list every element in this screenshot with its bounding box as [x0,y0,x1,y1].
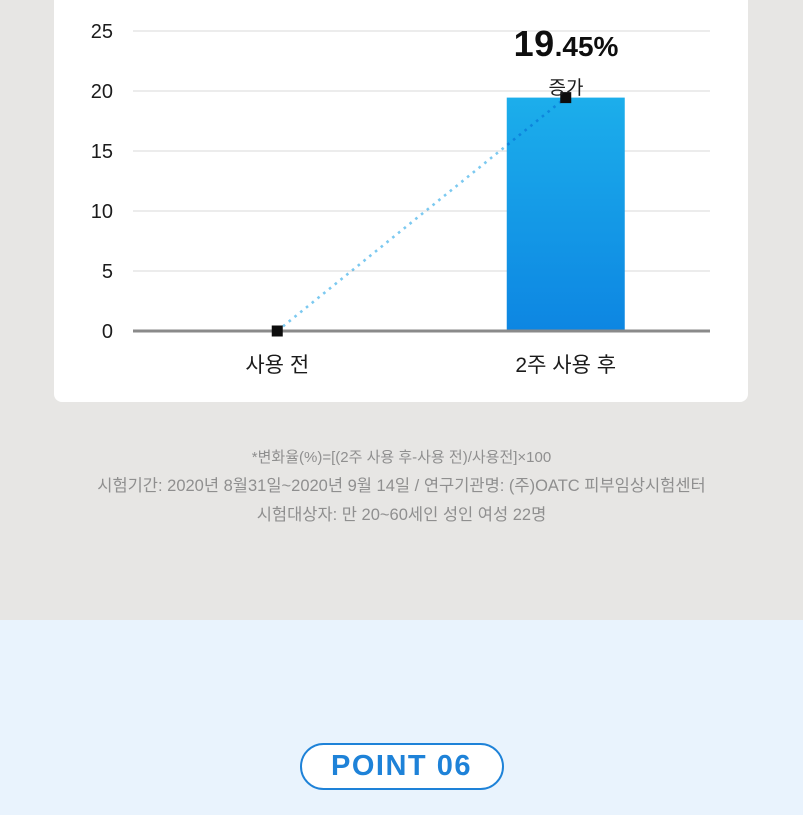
y-tick-label: 0 [102,321,113,343]
footnote-formula: *변화율(%)=[(2주 사용 후-사용 전)/사용전]×100 [251,449,552,466]
annotation-value-big: 19 [513,23,555,64]
chart-footnotes: *변화율(%)=[(2주 사용 후-사용 전)/사용전]×100 시험기간: 2… [0,443,803,530]
y-tick-label: 15 [91,141,113,163]
bar-1 [506,97,625,331]
x-axis-label-0: 사용 전 [245,354,309,377]
y-tick-label: 5 [102,261,113,283]
point-badge: POINT 06 [299,743,504,790]
y-tick-label: 20 [91,81,113,103]
y-tick-label: 25 [91,21,113,43]
footnote-test-period: 시험기간: 2020년 8월31일~2020년 9월 14일 / 연구기관명: … [97,477,706,495]
annotation-value-small: .45% [554,31,619,62]
dotted-connector-line [276,96,567,333]
x-axis-label-1: 2주 사용 후 [515,354,616,377]
chart-card: 19.45% 증가 0 5 10 15 20 25 사용 전 2주 사용 후 [54,0,748,402]
annotation-sublabel: 증가 [548,78,584,99]
y-tick-label: 10 [91,201,113,223]
data-point-marker-1 [560,92,572,104]
annotation-value: 19.45% [416,24,716,72]
bar-value-annotation: 19.45% 증가 [416,24,716,100]
bar-chart: 0 5 10 15 20 25 사용 전 2주 사용 후 [91,21,710,377]
data-point-marker-0 [271,325,283,337]
footnote-test-subjects: 시험대상자: 만 20~60세인 성인 여성 22명 [256,506,547,524]
bottom-section: POINT 06 [0,620,803,815]
